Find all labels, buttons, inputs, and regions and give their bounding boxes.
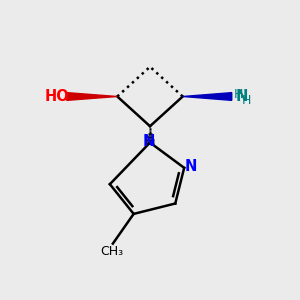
Text: H: H: [234, 88, 243, 100]
Text: N: N: [142, 134, 155, 149]
Polygon shape: [67, 93, 117, 101]
Text: N: N: [236, 89, 248, 104]
Text: CH₃: CH₃: [101, 244, 124, 258]
Polygon shape: [183, 93, 232, 101]
Text: HO: HO: [45, 89, 70, 104]
Text: N: N: [184, 159, 197, 174]
Text: H: H: [242, 94, 251, 106]
